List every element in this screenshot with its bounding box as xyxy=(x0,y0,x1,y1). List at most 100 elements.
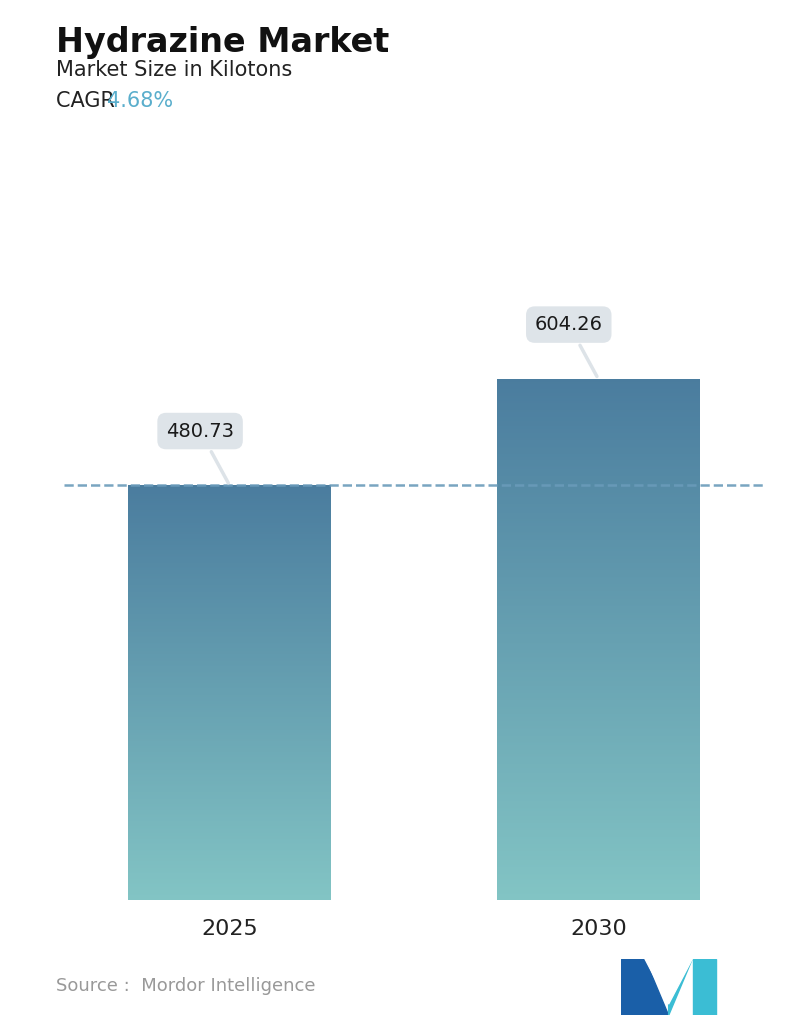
Bar xyxy=(128,541,331,542)
Bar xyxy=(497,660,700,662)
Bar xyxy=(497,636,700,638)
Bar xyxy=(497,702,700,703)
Bar xyxy=(128,799,331,800)
Bar xyxy=(128,616,331,618)
Bar xyxy=(497,675,700,677)
Bar xyxy=(497,799,700,800)
Bar xyxy=(497,606,700,608)
Bar xyxy=(128,794,331,796)
Bar xyxy=(497,457,700,459)
Bar xyxy=(128,574,331,575)
Bar xyxy=(497,638,700,639)
Bar xyxy=(128,857,331,858)
Bar xyxy=(128,760,331,761)
Bar xyxy=(128,858,331,859)
Bar xyxy=(497,578,700,580)
Bar xyxy=(128,769,331,771)
Bar xyxy=(128,495,331,496)
Bar xyxy=(128,724,331,726)
Bar xyxy=(497,490,700,492)
Bar xyxy=(497,469,700,470)
Bar xyxy=(128,701,331,702)
Bar xyxy=(497,697,700,698)
Bar xyxy=(128,488,331,489)
Bar xyxy=(128,780,331,781)
Bar xyxy=(128,505,331,506)
Bar xyxy=(128,785,331,787)
Bar xyxy=(128,845,331,846)
Bar xyxy=(128,804,331,805)
Bar xyxy=(128,635,331,636)
Bar xyxy=(128,664,331,665)
Bar xyxy=(497,790,700,792)
Bar xyxy=(497,610,700,611)
Bar xyxy=(497,416,700,417)
Bar xyxy=(128,863,331,865)
Bar xyxy=(128,734,331,735)
Bar xyxy=(128,879,331,880)
Bar xyxy=(497,552,700,554)
Bar xyxy=(497,643,700,644)
Bar xyxy=(497,896,700,898)
Bar xyxy=(128,645,331,647)
Polygon shape xyxy=(621,959,645,1015)
Bar xyxy=(497,476,700,478)
Bar xyxy=(128,668,331,669)
Bar xyxy=(497,455,700,457)
Bar xyxy=(497,568,700,570)
Bar xyxy=(128,686,331,687)
Bar xyxy=(497,587,700,589)
Bar xyxy=(128,579,331,581)
Bar xyxy=(128,821,331,822)
Bar xyxy=(497,608,700,610)
Bar xyxy=(497,692,700,693)
Bar xyxy=(128,883,331,884)
Bar xyxy=(128,765,331,767)
Bar xyxy=(497,531,700,534)
Bar xyxy=(497,452,700,454)
Bar xyxy=(497,881,700,882)
Bar xyxy=(128,768,331,769)
Bar xyxy=(497,818,700,820)
Bar xyxy=(128,773,331,776)
Bar xyxy=(497,506,700,508)
Bar xyxy=(497,442,700,444)
Bar xyxy=(128,825,331,826)
Bar xyxy=(128,722,331,723)
Bar xyxy=(497,631,700,633)
Bar xyxy=(497,511,700,513)
Bar xyxy=(497,882,700,884)
Bar xyxy=(128,526,331,528)
Bar xyxy=(497,688,700,690)
Bar xyxy=(497,648,700,649)
Bar xyxy=(128,735,331,736)
Bar xyxy=(497,795,700,797)
Bar xyxy=(128,782,331,784)
Bar xyxy=(128,732,331,734)
Bar xyxy=(128,698,331,699)
Bar xyxy=(497,596,700,598)
Bar xyxy=(128,828,331,829)
Bar xyxy=(497,621,700,624)
Bar xyxy=(128,599,331,600)
Bar xyxy=(497,391,700,393)
Bar xyxy=(128,558,331,560)
Bar xyxy=(128,742,331,743)
Bar xyxy=(128,644,331,645)
Bar xyxy=(497,838,700,839)
Bar xyxy=(497,766,700,767)
Bar xyxy=(128,678,331,680)
Bar xyxy=(497,539,700,541)
Bar xyxy=(497,537,700,539)
Bar xyxy=(128,632,331,633)
Bar xyxy=(128,537,331,538)
Bar xyxy=(128,842,331,843)
Bar xyxy=(128,772,331,773)
Bar xyxy=(128,557,331,558)
Bar xyxy=(497,395,700,396)
Bar xyxy=(497,556,700,557)
Bar xyxy=(497,823,700,825)
Bar xyxy=(128,685,331,686)
Bar xyxy=(128,554,331,555)
Bar xyxy=(128,661,331,662)
